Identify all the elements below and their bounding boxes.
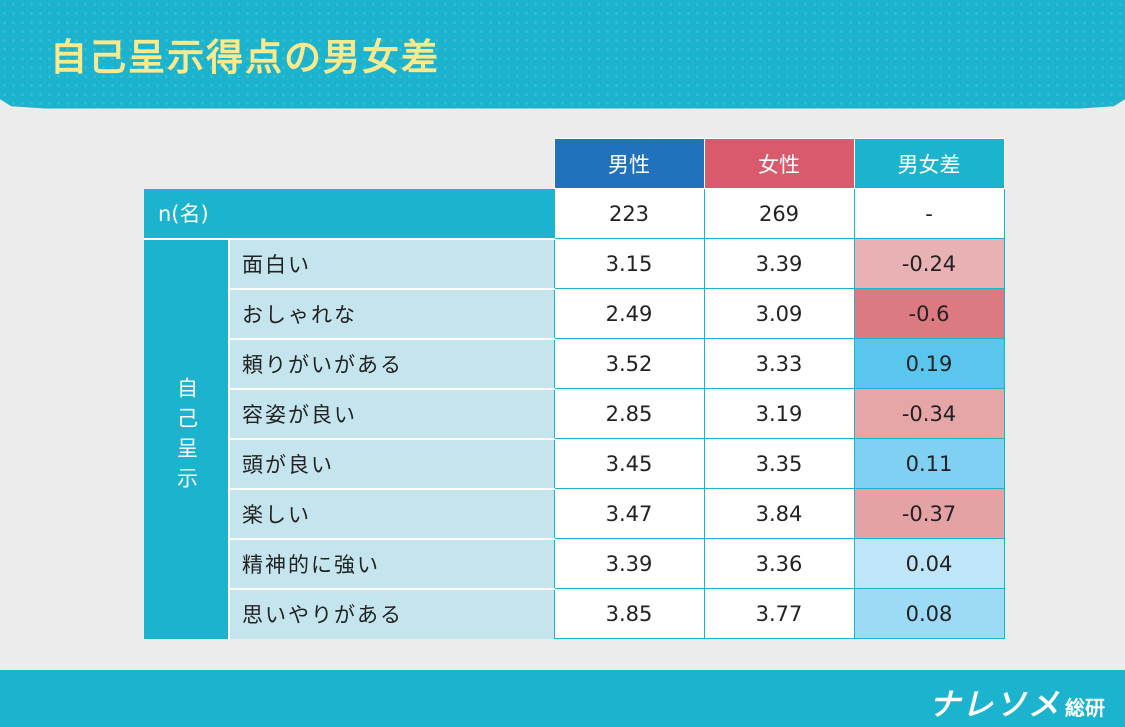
value-male: 3.85	[553, 588, 705, 639]
value-male: 3.47	[553, 488, 705, 539]
value-female: 3.39	[703, 238, 855, 289]
brand-logo: ナレソメ 総研	[929, 679, 1105, 724]
logo-main-text: ナレソメ	[929, 687, 1061, 723]
value-male: 2.49	[553, 288, 705, 339]
row-label: 思いやりがある	[228, 587, 554, 639]
value-male: 3.15	[553, 238, 705, 289]
value-female: 3.35	[703, 438, 855, 489]
table-row: おしゃれな 2.49 3.09 -0.6	[144, 287, 1005, 339]
column-header-male: 男性	[553, 138, 705, 189]
header-blank	[144, 139, 554, 189]
table-row: 楽しい 3.47 3.84 -0.37	[144, 487, 1005, 539]
value-female: 3.36	[703, 538, 855, 589]
value-female: 3.77	[703, 588, 855, 639]
value-female: 3.09	[703, 288, 855, 339]
value-diff: 0.11	[853, 438, 1005, 489]
row-label: 容姿が良い	[228, 387, 554, 439]
n-row-female: 269	[703, 188, 855, 239]
value-diff: -0.34	[853, 388, 1005, 439]
group-label: 自己呈示	[174, 376, 199, 497]
table-row: 自己呈示 面白い 3.15 3.39 -0.24	[144, 237, 1005, 639]
header-row: 男性 女性 男女差	[144, 138, 1005, 189]
value-female: 3.84	[703, 488, 855, 539]
value-diff: 0.04	[853, 538, 1005, 589]
n-row-label: n(名)	[144, 188, 554, 240]
column-header-female: 女性	[703, 138, 855, 189]
score-table: 男性 女性 男女差 n(名) 223 269 - 自己呈示 面白い 3.15 3.39…	[144, 138, 1005, 639]
row-label: 頭が良い	[228, 437, 554, 489]
table-row: 頼りがいがある 3.52 3.33 0.19	[144, 337, 1005, 389]
value-diff: -0.6	[853, 288, 1005, 339]
footer-bar: ナレソメ 総研	[0, 670, 1125, 727]
value-diff: -0.37	[853, 488, 1005, 539]
table-row: 思いやりがある 3.85 3.77 0.08	[144, 587, 1005, 639]
row-label: 頼りがいがある	[228, 337, 554, 389]
logo-sub-text: 総研	[1065, 696, 1105, 720]
value-diff: 0.19	[853, 338, 1005, 389]
n-row: n(名) 223 269 -	[144, 188, 1005, 240]
table-row: 精神的に強い 3.39 3.36 0.04	[144, 537, 1005, 589]
value-male: 3.45	[553, 438, 705, 489]
value-female: 3.19	[703, 388, 855, 439]
n-row-diff: -	[853, 188, 1005, 239]
n-row-male: 223	[553, 188, 705, 239]
page-title: 自己呈示得点の男女差	[50, 36, 440, 79]
value-male: 2.85	[553, 388, 705, 439]
value-male: 3.39	[553, 538, 705, 589]
header-banner	[0, 0, 1125, 109]
value-female: 3.33	[703, 338, 855, 389]
table-row: 容姿が良い 2.85 3.19 -0.34	[144, 387, 1005, 439]
row-label: 楽しい	[228, 487, 554, 539]
row-label: おしゃれな	[228, 287, 554, 339]
value-diff: -0.24	[853, 238, 1005, 289]
group-label-cell: 自己呈示	[144, 238, 229, 639]
value-male: 3.52	[553, 338, 705, 389]
table-row: 頭が良い 3.45 3.35 0.11	[144, 437, 1005, 489]
column-header-diff: 男女差	[853, 138, 1005, 189]
row-label: 面白い	[228, 237, 554, 289]
value-diff: 0.08	[853, 588, 1005, 639]
row-label: 精神的に強い	[228, 537, 554, 589]
